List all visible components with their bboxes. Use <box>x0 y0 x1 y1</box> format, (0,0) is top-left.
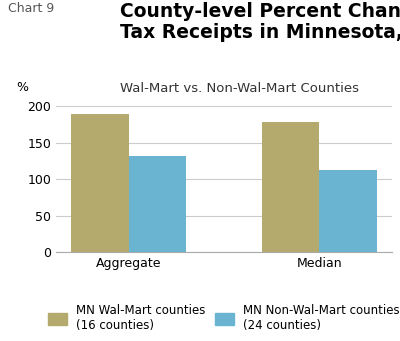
Bar <box>71 114 128 252</box>
Text: %: % <box>16 81 28 94</box>
Text: Chart 9: Chart 9 <box>8 2 54 15</box>
Bar <box>128 156 186 252</box>
Bar <box>262 122 320 252</box>
Text: Wal-Mart vs. Non-Wal-Mart Counties: Wal-Mart vs. Non-Wal-Mart Counties <box>120 82 359 95</box>
Bar <box>320 170 377 252</box>
Text: County-level Percent Changes in Sales
Tax Receipts in Minnesota, 1985-2005: County-level Percent Changes in Sales Ta… <box>120 2 400 42</box>
Legend: MN Wal-Mart counties
(16 counties), MN Non-Wal-Mart counties
(24 counties): MN Wal-Mart counties (16 counties), MN N… <box>48 304 400 332</box>
